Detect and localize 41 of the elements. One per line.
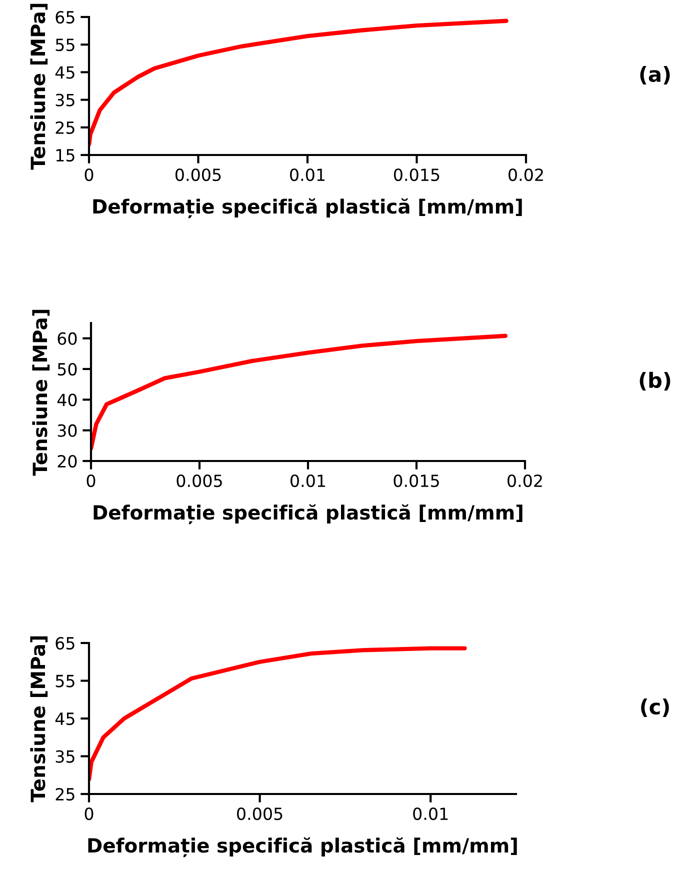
y-tick-label: 15	[56, 149, 74, 162]
x-axis-title: Deformație specifică plastică [mm/mm]	[94, 504, 522, 524]
x-tick-label: 0.005	[237, 807, 282, 820]
text: (c)	[641, 698, 669, 717]
x-tick-label: 0.02	[508, 474, 542, 488]
x-axis-title: Deformație specifică plastică [mm/mm]	[93, 198, 522, 218]
y-tick-label: 30	[58, 424, 77, 437]
x-tick-label: 0.015	[394, 168, 440, 182]
x-axis-title: Deformație specifică plastică [mm/mm]	[88, 837, 517, 858]
y-axis-title: Tensiune [MPa]	[30, 4, 48, 170]
x-tick-label: 0.01	[290, 474, 326, 488]
y-tick-label: 55	[56, 674, 74, 688]
x-tick-label: 0.01	[290, 168, 325, 182]
y-tick-label: 25	[56, 121, 74, 134]
line-series	[91, 334, 508, 451]
x-tick-label: 0.015	[394, 474, 439, 488]
y-tick-label: 35	[56, 94, 74, 106]
text: (b)	[640, 372, 670, 390]
line-series	[89, 646, 467, 782]
text: (a)	[640, 66, 670, 84]
y-tick-label: 40	[57, 394, 77, 406]
y-tick-label: 25	[56, 788, 74, 801]
y-tick-label: 50	[58, 362, 77, 376]
x-tick-label: 0.005	[176, 474, 222, 488]
y-axis-title: Tensiune [MPa]	[30, 636, 48, 802]
y-axis-title: Tensiune [MPa]	[32, 310, 50, 476]
y-tick-label: 45	[55, 66, 74, 79]
x-tick-label: 0.005	[175, 168, 221, 182]
y-tick-label: 35	[56, 750, 74, 763]
y-tick-label: 65	[56, 10, 74, 24]
y-tick-label: 55	[56, 38, 74, 52]
x-tick-label: 0	[84, 168, 94, 182]
x-tick-label: 0	[84, 807, 94, 820]
line-series	[89, 18, 508, 147]
y-tick-label: 60	[58, 332, 77, 345]
x-tick-label: 0.01	[413, 807, 448, 820]
y-tick-label: 20	[58, 454, 77, 468]
x-tick-label: 0	[86, 474, 96, 488]
y-tick-label: 45	[55, 712, 74, 726]
x-tick-label: 0.02	[508, 168, 543, 182]
y-tick-label: 65	[56, 636, 74, 650]
